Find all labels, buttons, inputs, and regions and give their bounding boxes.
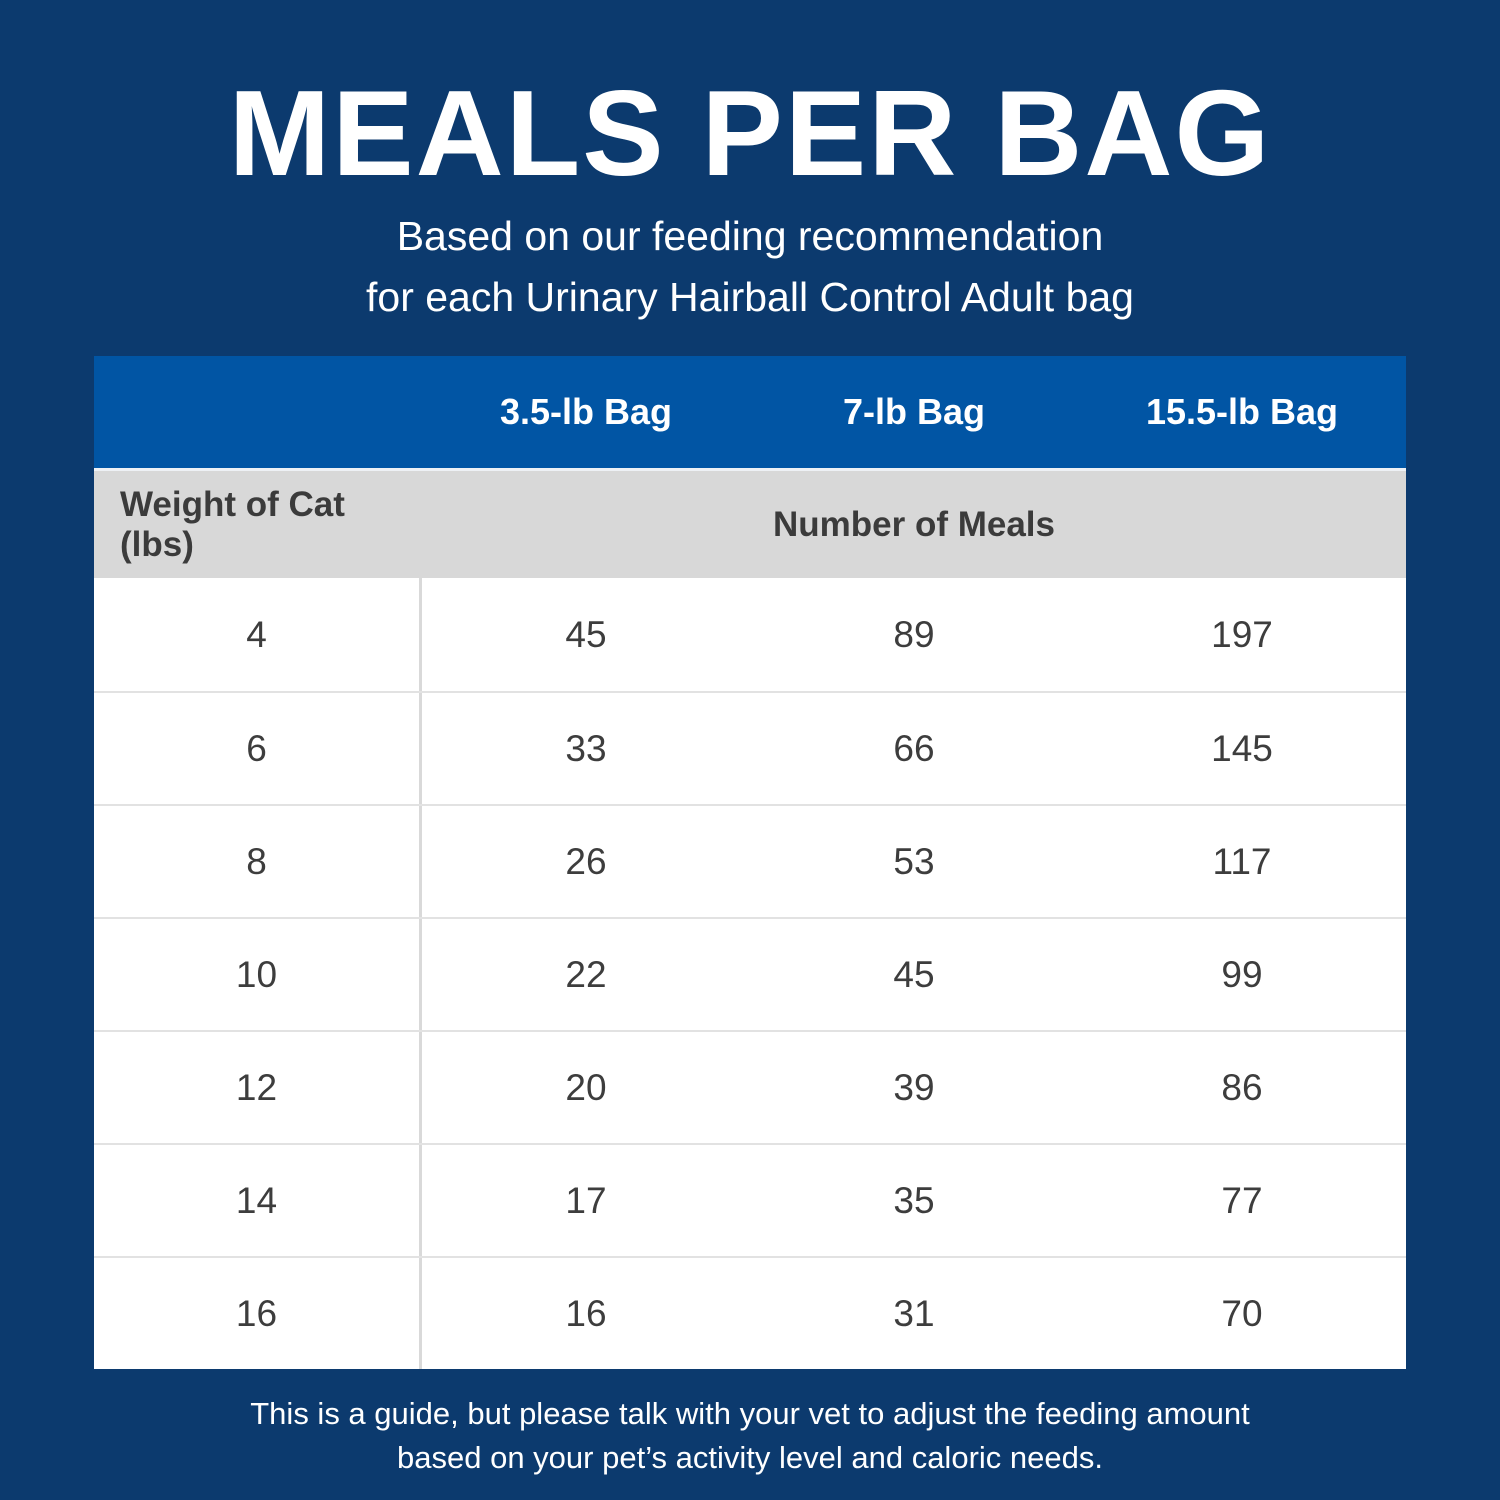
meals-cell: 45 — [893, 953, 935, 995]
weight-cell: 8 — [94, 806, 422, 917]
meals-cell: 117 — [1212, 840, 1272, 882]
table-row: 8 26 53 117 — [94, 804, 1406, 917]
column-header-bag-7lb: 7-lb Bag — [842, 391, 985, 432]
meals-cell: 45 — [565, 613, 607, 655]
meals-per-bag-table: 3.5-lb Bag 7-lb Bag 15.5-lb Bag Weight o… — [94, 356, 1406, 1369]
meals-cell: 20 — [565, 1066, 607, 1108]
meals-cell: 31 — [893, 1292, 935, 1334]
weight-cell: 12 — [94, 1032, 422, 1143]
meals-cell: 66 — [893, 727, 935, 769]
weight-cell: 4 — [94, 578, 422, 691]
meals-cell: 89 — [893, 613, 935, 655]
column-header-bag-3-5lb: 3.5-lb Bag — [499, 391, 673, 432]
footnote-line-2: based on your pet’s activity level and c… — [397, 1440, 1103, 1475]
meals-cell: 39 — [893, 1066, 935, 1108]
table-subheader-row: Weight of Cat (lbs) Number of Meals — [94, 468, 1406, 578]
table-header-row: 3.5-lb Bag 7-lb Bag 15.5-lb Bag — [94, 356, 1406, 468]
table-row: 10 22 45 99 — [94, 917, 1406, 1030]
weight-cell: 14 — [94, 1145, 422, 1256]
meals-cell: 33 — [565, 727, 607, 769]
meals-cell: 16 — [565, 1292, 607, 1334]
table-row: 12 20 39 86 — [94, 1030, 1406, 1143]
column-header-bag-15-5lb: 15.5-lb Bag — [1145, 391, 1339, 432]
weight-of-cat-header: Weight of Cat (lbs) — [120, 484, 345, 564]
meals-cell: 86 — [1221, 1066, 1263, 1108]
meals-cell: 77 — [1221, 1179, 1263, 1221]
meals-cell: 99 — [1221, 953, 1263, 995]
table-row: 4 45 89 197 — [94, 578, 1406, 691]
table-row: 6 33 66 145 — [94, 691, 1406, 804]
number-of-meals-header: Number of Meals — [773, 504, 1055, 544]
header-spacer-cell — [94, 356, 422, 468]
meals-cell: 35 — [893, 1179, 935, 1221]
footnote-line-1: This is a guide, but please talk with yo… — [250, 1396, 1250, 1431]
meals-cell: 145 — [1211, 727, 1273, 769]
meals-cell: 17 — [565, 1179, 607, 1221]
meals-cell: 53 — [893, 840, 935, 882]
page-title: MEALS PER BAG — [228, 65, 1272, 201]
meals-cell: 26 — [565, 840, 607, 882]
meals-cell: 197 — [1211, 613, 1273, 655]
table-row: 14 17 35 77 — [94, 1143, 1406, 1256]
subtitle-line-1: Based on our feeding recommendation — [396, 213, 1104, 259]
weight-cell: 6 — [94, 693, 422, 804]
meals-cell: 22 — [565, 953, 607, 995]
weight-cell: 16 — [94, 1258, 422, 1369]
table-body: 4 45 89 197 6 33 66 145 8 26 53 117 10 2… — [94, 578, 1406, 1369]
table-row: 16 16 31 70 — [94, 1256, 1406, 1369]
weight-cell: 10 — [94, 919, 422, 1030]
meals-cell: 70 — [1221, 1292, 1263, 1334]
subtitle-line-2: for each Urinary Hairball Control Adult … — [366, 274, 1134, 320]
